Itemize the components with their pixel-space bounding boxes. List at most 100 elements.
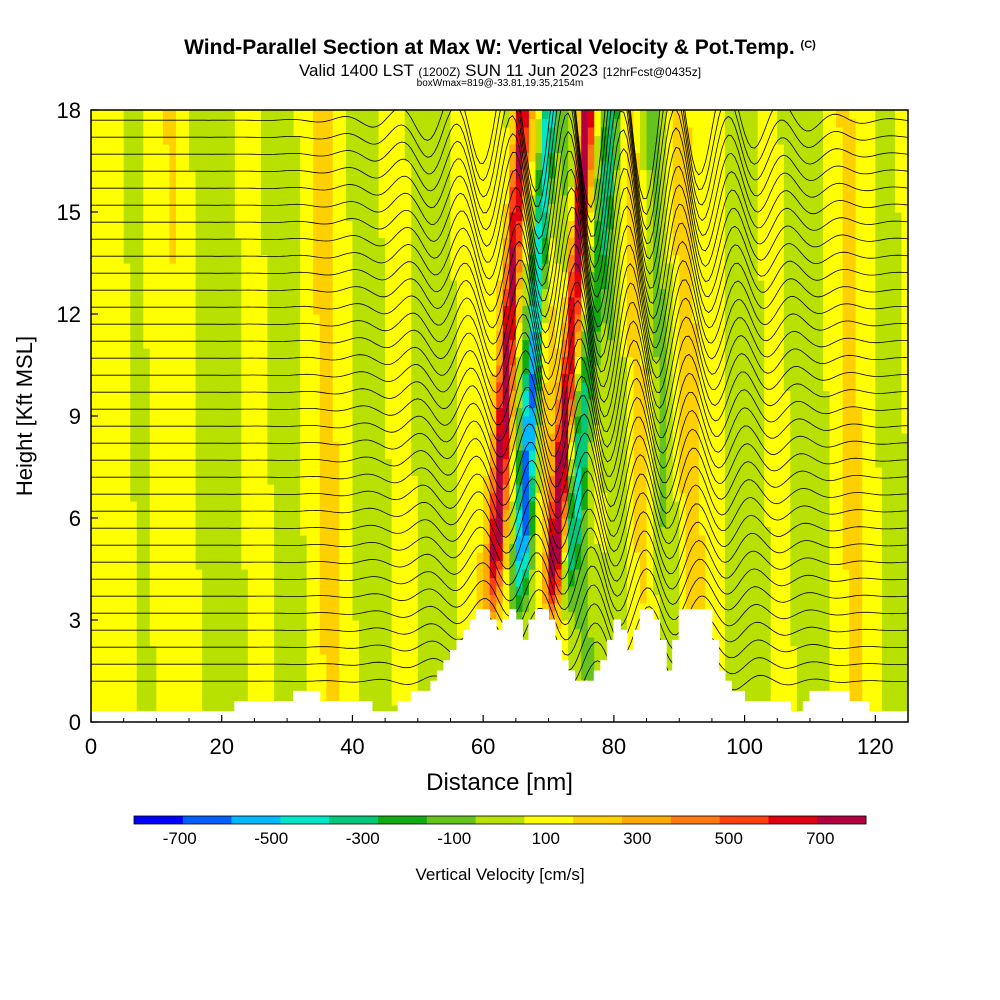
- field-cell: [358, 399, 367, 409]
- field-cell: [162, 110, 171, 120]
- field-cell: [260, 331, 269, 341]
- field-cell: [247, 254, 255, 264]
- field-cell: [117, 654, 125, 664]
- field-cell: [215, 424, 223, 434]
- field-cell: [339, 645, 347, 655]
- field-cell: [156, 365, 164, 375]
- field-cell: [208, 135, 216, 145]
- field-cell: [417, 127, 425, 137]
- field-cell: [411, 535, 419, 545]
- field-cell: [476, 518, 484, 528]
- field-cell: [189, 705, 197, 715]
- field-cell: [149, 280, 157, 290]
- field-cell: [470, 212, 478, 222]
- field-cell: [515, 492, 523, 502]
- field-cell: [215, 331, 223, 341]
- field-cell: [417, 543, 425, 553]
- field-cell: [189, 212, 197, 222]
- field-cell: [202, 305, 210, 315]
- field-cell: [424, 280, 432, 290]
- field-cell: [97, 305, 105, 315]
- field-cell: [319, 450, 327, 460]
- field-cell: [117, 526, 125, 536]
- field-cell: [319, 246, 327, 256]
- field-cell: [287, 127, 295, 137]
- field-cell: [274, 314, 282, 324]
- field-cell: [502, 110, 510, 120]
- field-cell: [221, 433, 229, 443]
- field-cell: [254, 671, 262, 681]
- field-cell: [450, 637, 458, 647]
- field-cell: [535, 305, 543, 315]
- field-cell: [306, 433, 314, 443]
- field-cell: [175, 297, 184, 307]
- field-cell: [332, 169, 340, 179]
- field-cell: [241, 348, 249, 358]
- field-cell: [319, 348, 327, 358]
- field-cell: [280, 603, 288, 613]
- field-cell: [117, 169, 125, 179]
- field-cell: [509, 118, 517, 128]
- field-cell: [489, 475, 497, 485]
- field-cell: [189, 688, 197, 698]
- field-cell: [528, 271, 537, 281]
- field-cell: [202, 552, 210, 562]
- field-cell: [450, 144, 458, 154]
- field-cell: [404, 501, 412, 511]
- field-cell: [130, 169, 138, 179]
- field-cell: [326, 441, 334, 451]
- field-cell: [345, 433, 354, 443]
- field-cell: [91, 696, 99, 706]
- field-cell: [450, 305, 458, 315]
- field-cell: [117, 637, 125, 647]
- field-cell: [306, 662, 314, 672]
- field-cell: [274, 484, 282, 494]
- field-cell: [306, 552, 314, 562]
- field-cell: [535, 492, 543, 502]
- field-cell: [97, 373, 105, 383]
- field-cell: [143, 603, 151, 613]
- field-cell: [411, 220, 419, 230]
- field-cell: [345, 518, 354, 528]
- field-cell: [228, 475, 236, 485]
- field-cell: [385, 458, 393, 468]
- field-cell: [313, 569, 321, 579]
- field-cell: [332, 237, 340, 247]
- field-cell: [450, 450, 458, 460]
- field-cell: [241, 603, 249, 613]
- field-cell: [378, 152, 386, 162]
- field-cell: [91, 628, 99, 638]
- field-cell: [221, 518, 229, 528]
- field-cell: [358, 467, 367, 477]
- field-cell: [267, 271, 275, 281]
- field-cell: [313, 535, 321, 545]
- field-cell: [411, 679, 419, 689]
- field-cell: [385, 161, 393, 171]
- field-cell: [430, 509, 439, 519]
- field-cell: [215, 144, 223, 154]
- field-cell: [215, 577, 223, 587]
- field-cell: [104, 679, 112, 689]
- field-cell: [215, 552, 223, 562]
- field-cell: [345, 620, 354, 630]
- field-cell: [352, 399, 360, 409]
- field-cell: [358, 484, 367, 494]
- field-cell: [430, 220, 439, 230]
- field-cell: [411, 560, 419, 570]
- field-cell: [476, 254, 484, 264]
- field-cell: [398, 305, 406, 315]
- field-cell: [404, 543, 412, 553]
- field-cell: [476, 152, 484, 162]
- field-cell: [450, 535, 458, 545]
- field-cell: [424, 212, 432, 222]
- field-cell: [241, 679, 249, 689]
- field-cell: [463, 526, 471, 536]
- field-cell: [502, 450, 510, 460]
- field-cell: [326, 229, 334, 239]
- field-cell: [352, 203, 360, 213]
- field-cell: [300, 152, 308, 162]
- field-cell: [241, 263, 249, 273]
- field-cell: [372, 569, 380, 579]
- field-cell: [175, 127, 184, 137]
- field-cell: [378, 492, 386, 502]
